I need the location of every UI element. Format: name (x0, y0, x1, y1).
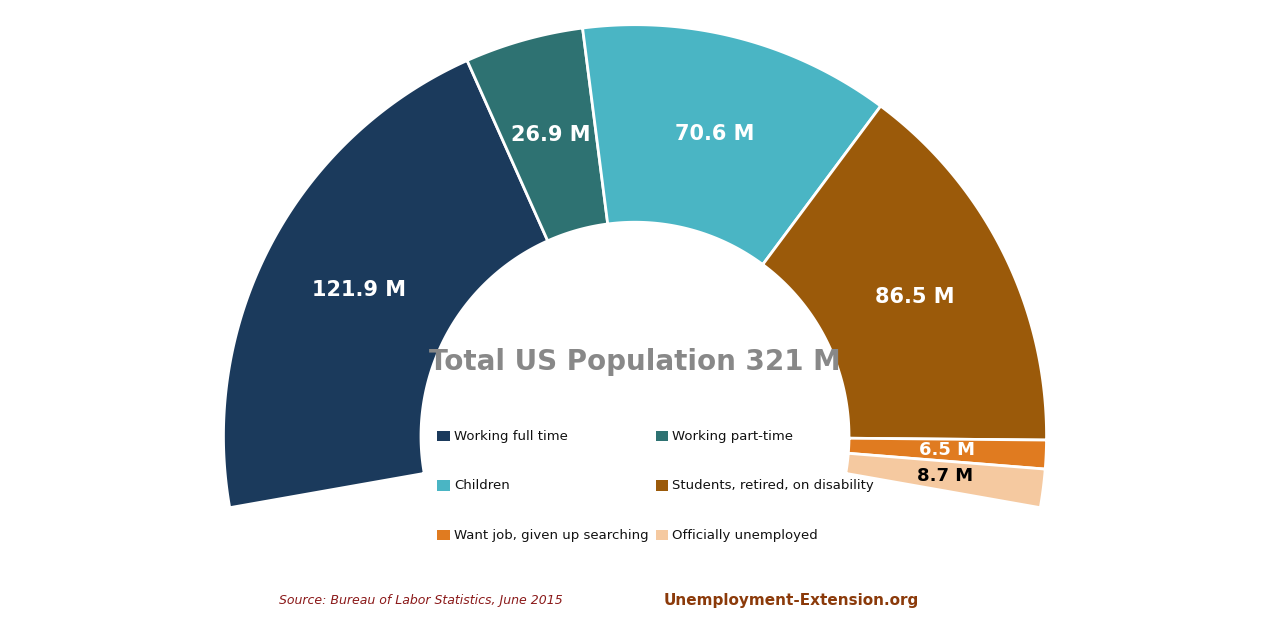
Text: Working full time: Working full time (453, 429, 568, 443)
Text: 121.9 M: 121.9 M (311, 279, 405, 300)
Polygon shape (763, 106, 1046, 440)
Text: Children: Children (453, 479, 509, 492)
Polygon shape (848, 438, 1046, 469)
Bar (1046, 24, 1109, 642)
Polygon shape (583, 24, 880, 265)
Text: Working part-time: Working part-time (672, 429, 792, 443)
Text: Students, retired, on disability: Students, retired, on disability (672, 479, 874, 492)
Text: Officially unemployed: Officially unemployed (672, 528, 818, 541)
Text: 6.5 M: 6.5 M (919, 441, 975, 459)
Bar (161, 510, 1109, 642)
Polygon shape (467, 28, 608, 241)
Text: 26.9 M: 26.9 M (511, 125, 591, 145)
Polygon shape (846, 453, 1045, 508)
Bar (437, 431, 450, 442)
Polygon shape (224, 60, 547, 508)
Bar (655, 480, 668, 490)
Text: 86.5 M: 86.5 M (875, 287, 955, 307)
Bar (655, 530, 668, 540)
Text: 70.6 M: 70.6 M (674, 124, 754, 144)
Text: Total US Population 321 M: Total US Population 321 M (429, 348, 841, 376)
Polygon shape (420, 222, 850, 642)
Bar (437, 480, 450, 490)
Bar (437, 530, 450, 540)
Bar (161, 24, 224, 642)
Bar (655, 431, 668, 442)
Text: Source: Bureau of Labor Statistics, June 2015: Source: Bureau of Labor Statistics, June… (279, 594, 563, 607)
Text: 8.7 M: 8.7 M (917, 467, 973, 485)
Text: Want job, given up searching: Want job, given up searching (453, 528, 649, 541)
Text: Unemployment-Extension.org: Unemployment-Extension.org (664, 593, 919, 609)
